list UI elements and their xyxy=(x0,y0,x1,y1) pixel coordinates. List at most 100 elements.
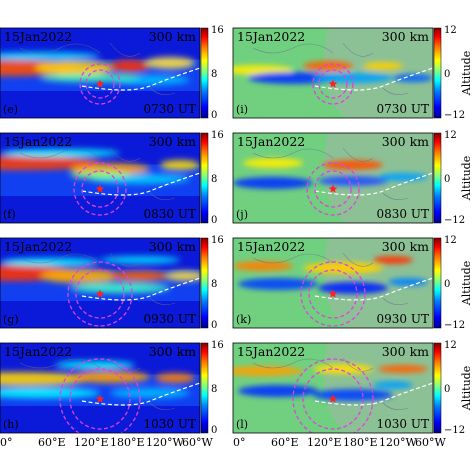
panel-letter: (j) xyxy=(236,208,248,221)
anomaly-blob xyxy=(110,271,170,281)
wavefront-ring xyxy=(314,170,352,208)
anomaly-blob xyxy=(378,365,428,373)
terminator-line xyxy=(314,172,433,196)
anomaly-blob xyxy=(70,171,130,179)
wavefront-ring xyxy=(81,170,119,208)
coastline xyxy=(19,252,176,305)
panel-h: 15Jan2022 300 km (h) 1030 UT xyxy=(0,342,201,434)
x-tick-label: 60°E xyxy=(271,436,299,449)
anomaly-blob xyxy=(165,271,200,281)
panel-j: 15Jan2022 300 km (j) 0830 UT xyxy=(232,132,434,224)
wavefront-ring xyxy=(318,69,348,99)
terminator-line xyxy=(81,67,200,91)
x-tick-label: 0° xyxy=(233,436,246,449)
colorbar-left-tick: 0 xyxy=(211,320,217,331)
panel-date: 15Jan2022 xyxy=(4,134,72,149)
panel-time: 1030 UT xyxy=(144,417,196,431)
coastline xyxy=(252,252,409,305)
colorbar-right xyxy=(433,27,442,119)
anomaly-blob xyxy=(110,388,190,398)
colorbar-left-tick: 8 xyxy=(211,174,217,185)
anomaly-blob xyxy=(160,160,200,170)
colorbar-left-tick: 8 xyxy=(211,69,217,80)
wavefront-ring xyxy=(67,261,133,327)
panel-altitude: 300 km xyxy=(382,239,429,254)
anomaly-blob xyxy=(323,160,383,170)
panel-date: 15Jan2022 xyxy=(4,239,72,254)
panel-altitude: 300 km xyxy=(149,239,196,254)
panel-altitude: 300 km xyxy=(149,344,196,359)
panel-date: 15Jan2022 xyxy=(4,344,72,359)
colorbar-left-tick: 8 xyxy=(211,279,217,290)
anomaly-blob xyxy=(238,278,318,290)
panel-time: 0830 UT xyxy=(377,207,429,221)
colorbar-left xyxy=(200,27,209,119)
terminator-line xyxy=(314,382,433,406)
wavefront-ring xyxy=(302,368,364,430)
panel-date: 15Jan2022 xyxy=(237,239,305,254)
colorbar-right xyxy=(433,132,442,224)
colorbar-left-tick: 8 xyxy=(211,384,217,395)
colorbar-left xyxy=(200,342,209,434)
panel-frame xyxy=(0,237,201,329)
colorbar-right-tick: −12 xyxy=(444,425,465,436)
anomaly-blob xyxy=(70,371,150,383)
anomaly-blob xyxy=(35,61,115,75)
colorbar-left-tick: 16 xyxy=(211,235,224,246)
panel-frame xyxy=(232,342,434,434)
anomaly-blob xyxy=(313,364,373,374)
anomaly-blob xyxy=(233,177,313,189)
wavefront-ring xyxy=(79,63,121,105)
terminator-line xyxy=(81,172,200,196)
colorbar-right-label: Altitude xyxy=(460,156,473,201)
panel-time: 0930 UT xyxy=(377,312,429,326)
wavefront-ring xyxy=(300,261,366,327)
anomaly-blob xyxy=(243,158,303,168)
colorbar-right-tick: 0 xyxy=(444,279,450,290)
x-tick-label: 120°E xyxy=(307,436,342,449)
anomaly-blob xyxy=(110,60,150,72)
panel-altitude: 300 km xyxy=(149,134,196,149)
anomaly-blob xyxy=(303,262,383,274)
anomaly-blob xyxy=(388,278,428,286)
wavefront-ring xyxy=(85,69,115,99)
wavefront-ring xyxy=(75,269,125,319)
panel-k: 15Jan2022 300 km (k) 0930 UT xyxy=(232,237,434,329)
epicenter-star xyxy=(328,289,338,298)
panel-letter: (f) xyxy=(3,208,16,221)
panel-time: 0830 UT xyxy=(144,207,196,221)
night-shading xyxy=(323,28,433,118)
x-tick-label: 60°E xyxy=(38,436,66,449)
colorbar-left-tick: 16 xyxy=(211,340,224,351)
anomaly-blob xyxy=(145,57,195,69)
colorbar-right xyxy=(433,237,442,329)
panel-altitude: 300 km xyxy=(382,29,429,44)
map-band xyxy=(0,91,200,118)
wavefront-ring xyxy=(306,162,360,216)
panel-altitude: 300 km xyxy=(149,29,196,44)
epicenter-star xyxy=(328,79,338,88)
anomaly-blob xyxy=(373,381,413,389)
anomaly-blob xyxy=(303,61,353,71)
colorbar-left-tick: 0 xyxy=(211,110,217,121)
x-tick-label: 180°E xyxy=(343,436,378,449)
colorbar-right-tick: 12 xyxy=(444,130,457,141)
coastline xyxy=(19,147,176,200)
colorbar-left-tick: 0 xyxy=(211,215,217,226)
panel-frame xyxy=(232,237,434,329)
panel-altitude: 300 km xyxy=(382,344,429,359)
anomaly-blob xyxy=(233,261,293,271)
terminator-line xyxy=(81,277,200,301)
anomaly-blob xyxy=(318,282,388,294)
colorbar-right-tick: 0 xyxy=(444,174,450,185)
anomaly-blob xyxy=(155,373,195,383)
panel-letter: (e) xyxy=(3,103,18,116)
panel-date: 15Jan2022 xyxy=(4,29,72,44)
wavefront-ring xyxy=(292,358,374,433)
colorbar-left-tick: 16 xyxy=(211,130,224,141)
panel-letter: (h) xyxy=(3,418,19,431)
panel-l: 15Jan2022 300 km (l) 1030 UT xyxy=(232,342,434,434)
panel-frame xyxy=(232,132,434,224)
x-tick-label: 60°W xyxy=(415,436,446,449)
panel-frame xyxy=(0,342,201,434)
